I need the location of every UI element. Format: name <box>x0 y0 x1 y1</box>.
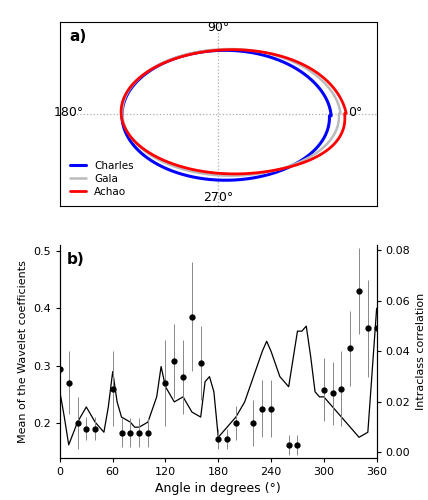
Gala <box>120 106 125 112</box>
Gala <box>336 110 342 116</box>
Gala <box>335 124 340 130</box>
Gala <box>328 87 333 93</box>
Achao <box>344 110 349 116</box>
Text: 180°: 180° <box>54 106 84 118</box>
Achao <box>232 171 238 177</box>
Charles <box>122 98 127 103</box>
Legend: Charles, Gala, Achao: Charles, Gala, Achao <box>68 159 136 198</box>
Charles <box>325 126 330 132</box>
Achao <box>240 171 245 177</box>
Text: a): a) <box>69 29 87 44</box>
X-axis label: Angle in degrees (°): Angle in degrees (°) <box>155 482 281 495</box>
Line: Achao: Achao <box>121 50 346 174</box>
Charles <box>237 176 242 182</box>
Charles <box>325 126 330 132</box>
Charles <box>222 48 227 54</box>
Gala <box>335 124 340 130</box>
Achao <box>230 46 235 52</box>
Charles <box>327 113 332 119</box>
Charles <box>320 90 325 96</box>
Text: b): b) <box>66 252 84 266</box>
Text: 270°: 270° <box>203 190 233 203</box>
Gala <box>227 46 232 52</box>
Achao <box>341 124 346 130</box>
Achao <box>341 124 346 130</box>
Line: Gala: Gala <box>122 49 341 176</box>
Text: 0°: 0° <box>348 106 363 118</box>
Achao <box>119 106 124 112</box>
Line: Charles: Charles <box>122 50 331 180</box>
Y-axis label: Intraclass correlation: Intraclass correlation <box>416 292 426 410</box>
Gala <box>122 96 127 102</box>
Charles <box>223 177 228 183</box>
Achao <box>342 110 347 116</box>
Gala <box>338 110 343 116</box>
Charles <box>329 113 334 119</box>
Gala <box>240 172 245 178</box>
Y-axis label: Mean of the Wavelet coefficients: Mean of the Wavelet coefficients <box>18 260 27 443</box>
Text: 90°: 90° <box>207 22 229 35</box>
Charles <box>120 108 125 114</box>
Gala <box>229 172 234 178</box>
Achao <box>121 96 126 102</box>
Achao <box>333 87 338 93</box>
